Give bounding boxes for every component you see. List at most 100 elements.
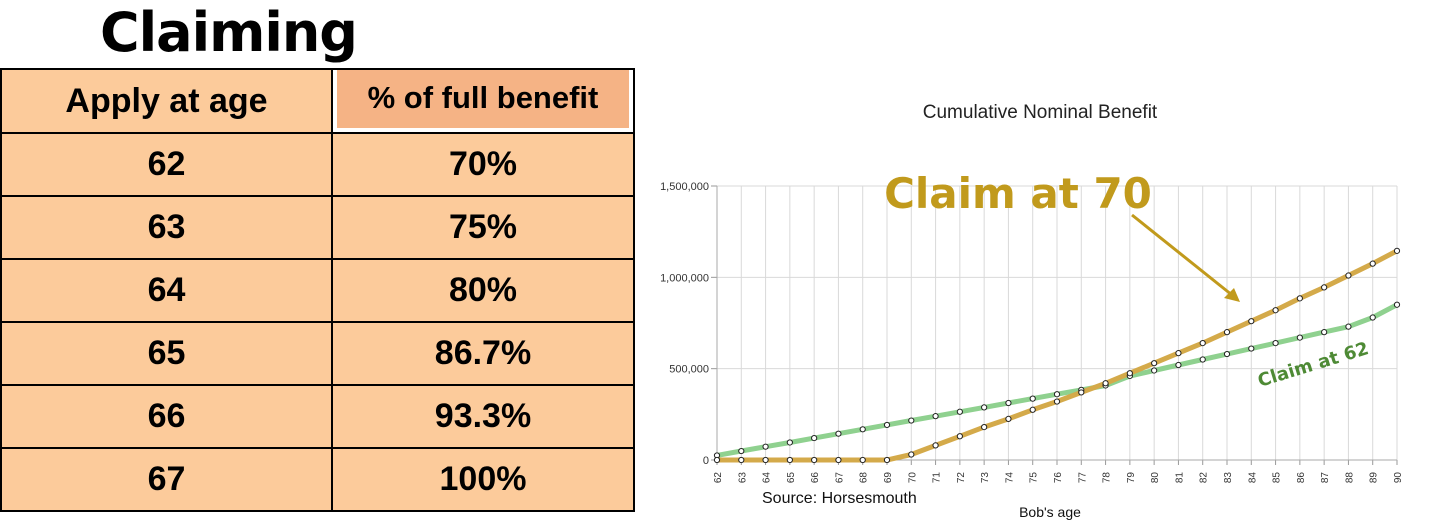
data-point-claim-at-62 xyxy=(835,430,842,437)
data-point-claim-at-62 xyxy=(738,447,745,455)
data-point-claim-at-70 xyxy=(1005,415,1012,422)
table-row: 63 75% xyxy=(0,195,635,260)
x-tick-label: 82 xyxy=(1199,472,1210,484)
data-point-claim-at-70 xyxy=(762,456,769,464)
x-tick-label: 90 xyxy=(1393,472,1404,484)
table-row: 67 100% xyxy=(0,447,635,512)
x-tick-label: 71 xyxy=(932,472,943,484)
percent-cell: 93.3% xyxy=(331,384,635,449)
chart-title: Cumulative Nominal Benefit xyxy=(923,102,1158,123)
data-point-claim-at-62 xyxy=(1151,367,1158,374)
data-point-claim-at-62 xyxy=(1369,314,1376,321)
x-tick-label: 88 xyxy=(1344,472,1355,484)
x-tick-label: 79 xyxy=(1126,472,1137,484)
percent-cell: 86.7% xyxy=(331,321,635,386)
x-tick-label: 67 xyxy=(834,472,845,484)
data-point-claim-at-62 xyxy=(811,434,818,442)
data-point-claim-at-62 xyxy=(1029,395,1036,402)
data-point-claim-at-62 xyxy=(1345,323,1352,330)
data-point-claim-at-62 xyxy=(1053,391,1061,398)
y-tick-label: 500,000 xyxy=(669,364,709,376)
data-point-claim-at-70 xyxy=(835,456,842,464)
data-point-claim-at-62 xyxy=(1393,301,1401,308)
header-percent-of-benefit: % of full benefit xyxy=(331,68,635,134)
x-tick-label: 68 xyxy=(859,472,870,484)
data-point-claim-at-62 xyxy=(1296,334,1303,341)
header-percent-label: % of full benefit xyxy=(337,70,629,128)
x-tick-label: 62 xyxy=(713,472,724,484)
x-tick-label: 84 xyxy=(1247,472,1258,484)
data-point-claim-at-70 xyxy=(1345,272,1352,279)
data-point-claim-at-70 xyxy=(883,456,891,464)
x-axis: 62 63 64 65 66 67 68 69 70 71 72 73 74 75 76 77 78 79 80 81… xyxy=(713,459,1404,484)
data-point-claim-at-70 xyxy=(1029,406,1036,413)
y-tick-label: 0 xyxy=(703,455,709,467)
percent-cell: 75% xyxy=(331,195,635,260)
data-point-claim-at-62 xyxy=(1005,399,1012,407)
chart-grid xyxy=(716,185,1398,461)
data-point-claim-at-62 xyxy=(1175,361,1182,369)
x-tick-label: 85 xyxy=(1272,472,1283,484)
x-tick-label: 77 xyxy=(1077,472,1088,484)
table-row: 65 86.7% xyxy=(0,321,635,386)
x-tick-label: 72 xyxy=(956,472,967,484)
age-cell: 65 xyxy=(0,321,333,386)
data-point-claim-at-70 xyxy=(981,424,988,431)
data-point-claim-at-62 xyxy=(1199,356,1206,363)
x-tick-label: 69 xyxy=(883,472,894,484)
x-tick-label: 73 xyxy=(980,472,991,484)
data-point-claim-at-70 xyxy=(1223,329,1231,336)
age-cell: 66 xyxy=(0,384,333,449)
data-point-claim-at-62 xyxy=(1272,339,1279,347)
y-tick-label: 1,500,000 xyxy=(660,181,709,193)
y-axis: 0 500,000 1,000,000 1,500,000 xyxy=(660,181,718,467)
x-axis-label: Bob's age xyxy=(1019,504,1081,520)
x-tick-label: 66 xyxy=(810,472,821,484)
percent-cell: 70% xyxy=(331,132,635,197)
data-point-claim-at-70 xyxy=(786,456,793,464)
x-tick-label: 70 xyxy=(907,472,918,484)
x-tick-label: 87 xyxy=(1320,472,1331,484)
table-header-row: Apply at age % of full benefit xyxy=(0,68,635,134)
data-point-claim-at-62 xyxy=(1321,329,1328,336)
data-point-claim-at-62 xyxy=(1223,350,1231,358)
data-point-claim-at-62 xyxy=(883,421,891,429)
x-tick-label: 80 xyxy=(1150,472,1161,484)
source-label: Source: Horsesmouth xyxy=(762,490,917,507)
x-tick-label: 78 xyxy=(1102,472,1113,484)
table-row: 62 70% xyxy=(0,132,635,197)
data-point-claim-at-70 xyxy=(713,456,721,464)
data-point-claim-at-70 xyxy=(956,433,963,440)
data-point-claim-at-70 xyxy=(1369,260,1376,267)
chart-points xyxy=(713,247,1401,464)
data-point-claim-at-70 xyxy=(1272,307,1279,314)
data-point-claim-at-62 xyxy=(981,404,988,411)
x-tick-label: 89 xyxy=(1369,472,1380,484)
data-point-claim-at-62 xyxy=(908,417,915,424)
x-tick-label: 63 xyxy=(737,472,748,484)
x-tick-label: 83 xyxy=(1223,472,1234,484)
data-point-claim-at-62 xyxy=(786,439,793,446)
x-tick-label: 65 xyxy=(786,472,797,484)
table-row: 64 80% xyxy=(0,258,635,323)
data-point-claim-at-62 xyxy=(762,443,769,450)
data-point-claim-at-70 xyxy=(908,451,915,458)
x-tick-label: 86 xyxy=(1296,472,1307,484)
x-tick-label: 64 xyxy=(762,472,773,484)
data-point-claim-at-70 xyxy=(1296,295,1303,302)
age-cell: 67 xyxy=(0,447,333,512)
data-point-claim-at-70 xyxy=(932,442,939,449)
data-point-claim-at-70 xyxy=(1053,398,1061,405)
cumulative-benefit-chart: Cumulative Nominal Benefit 0 500,000 1,000… xyxy=(660,102,1404,520)
age-cell: 62 xyxy=(0,132,333,197)
data-point-claim-at-70 xyxy=(811,456,818,464)
data-point-claim-at-70 xyxy=(1393,247,1401,254)
claiming-early-table: Apply at age % of full benefit 62 70% 63… xyxy=(0,68,635,512)
x-tick-label: 75 xyxy=(1029,472,1040,484)
data-point-claim-at-70 xyxy=(1248,318,1255,325)
age-cell: 64 xyxy=(0,258,333,323)
x-tick-label: 74 xyxy=(1004,472,1015,484)
data-point-claim-at-62 xyxy=(1248,345,1255,352)
data-point-claim-at-62 xyxy=(956,408,963,415)
data-point-claim-at-70 xyxy=(1078,389,1085,396)
